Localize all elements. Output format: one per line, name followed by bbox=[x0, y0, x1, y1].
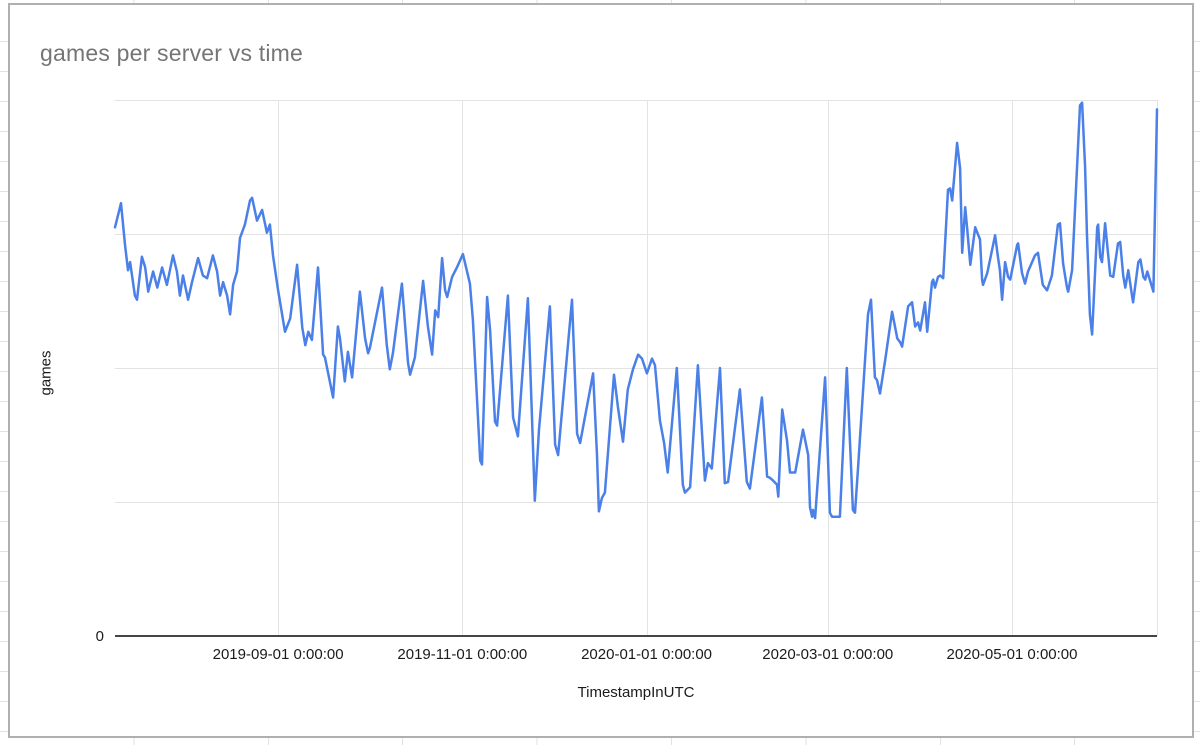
x-axis-tick-label: 2019-11-01 0:00:00 bbox=[397, 646, 528, 663]
x-axis-tick-label: 2020-01-01 0:00:00 bbox=[581, 646, 713, 663]
chart-title: games per server vs time bbox=[40, 40, 303, 66]
y-axis-tick-label: 0 bbox=[95, 628, 104, 645]
x-axis-title: TimestampInUTC bbox=[577, 684, 695, 701]
x-axis-tick-label: 2019-09-01 0:00:00 bbox=[212, 646, 344, 663]
y-axis-title: games bbox=[37, 350, 55, 396]
x-axis-tick-label: 2020-03-01 0:00:00 bbox=[762, 646, 894, 663]
x-axis-tick-label: 2020-05-01 0:00:00 bbox=[946, 646, 1078, 663]
chart-widget[interactable] bbox=[8, 3, 1194, 738]
